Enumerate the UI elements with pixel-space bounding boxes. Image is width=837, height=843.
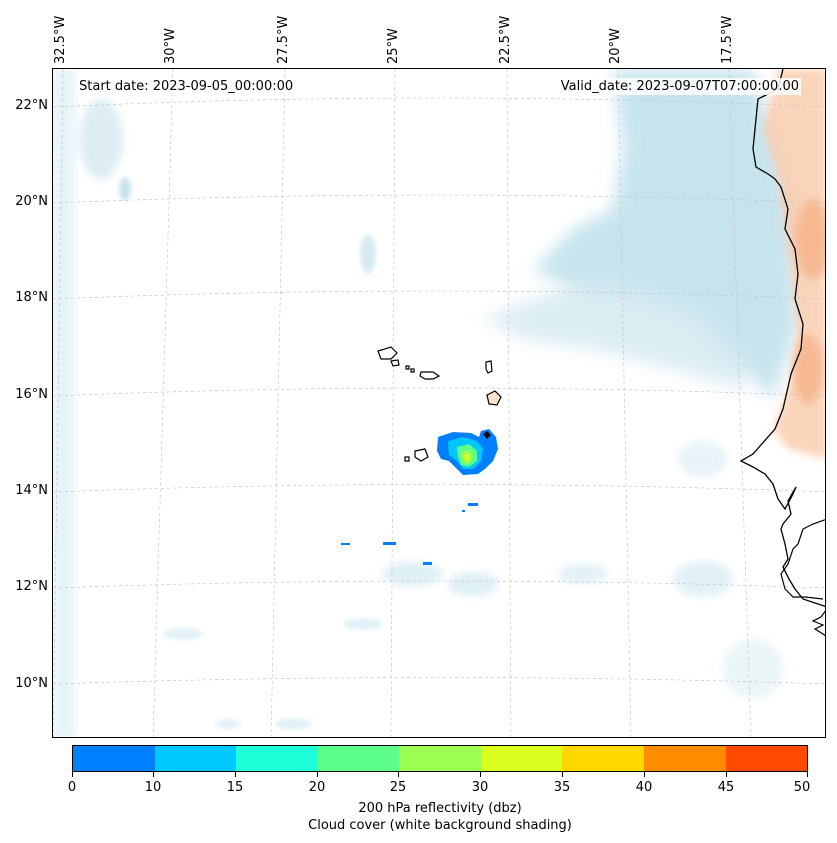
lat-label-10n: 10°N (15, 676, 48, 691)
colorbar-tickmark (235, 772, 236, 777)
colorbar-segment-45-50 (725, 746, 808, 771)
cloud-cover-shading (53, 69, 798, 737)
colorbar-tickmark (562, 772, 563, 777)
lon-label-22-5w: 22.5°W (498, 15, 513, 64)
lat-label-20n: 20°N (15, 194, 48, 209)
map-canvas (53, 69, 825, 737)
colorbar-tick-30: 30 (471, 780, 489, 795)
colorbar-segment-20-25 (317, 746, 400, 771)
lat-label-16n: 16°N (15, 387, 48, 402)
colorbar-tickmark (317, 772, 318, 777)
colorbar-tick-50: 50 (793, 780, 811, 795)
lon-label-30w: 30°W (163, 28, 178, 64)
colorbar-tick-40: 40 (635, 780, 653, 795)
colorbar-tickmark (726, 772, 727, 777)
colorbar-tickmark (398, 772, 399, 777)
lon-label-25w: 25°W (386, 28, 401, 64)
colorbar-segment-25-30 (399, 746, 481, 771)
colorbar-segment-15-20 (236, 746, 318, 771)
colorbar-tick-20: 20 (308, 780, 326, 795)
reflectivity-cells (341, 429, 498, 565)
colorbar-segment-40-45 (643, 746, 726, 771)
gridlines (53, 69, 825, 737)
valid-date-label: Valid_date: 2023-09-07T07:00:00.00 (558, 78, 801, 95)
colorbar-tick-0: 0 (67, 780, 77, 795)
map-frame: Start date: 2023-09-05_00:00:00 Valid_da… (52, 68, 826, 738)
lat-label-14n: 14°N (15, 483, 48, 498)
colorbar-tickmark (480, 772, 481, 777)
colorbar-tickmark (153, 772, 154, 777)
lon-label-27-5w: 27.5°W (276, 15, 291, 64)
lat-label-18n: 18°N (15, 290, 48, 305)
africa-coastline (739, 69, 825, 608)
colorbar-segment-30-35 (480, 746, 563, 771)
lat-label-22n: 22°N (15, 98, 48, 113)
colorbar-tick-25: 25 (389, 780, 407, 795)
lat-label-12n: 12°N (15, 579, 48, 594)
cape-verde-islands (377, 346, 502, 462)
reflectivity-colorbar (72, 745, 808, 772)
colorbar-tick-15: 15 (226, 780, 244, 795)
colorbar-tick-35: 35 (553, 780, 571, 795)
lon-label-32-5w: 32.5°W (53, 15, 68, 64)
colorbar-tickmark (644, 772, 645, 777)
colorbar-segment-10-15 (154, 746, 237, 771)
lon-label-17-5w: 17.5°W (720, 15, 735, 64)
colorbar-tick-45: 45 (717, 780, 735, 795)
colorbar-label-reflectivity: 200 hPa reflectivity (dbz) (358, 801, 522, 816)
guinea-bissau-coast (811, 610, 825, 637)
lon-label-20w: 20°W (608, 28, 623, 64)
colorbar-label-cloud: Cloud cover (white background shading) (308, 818, 572, 833)
start-date-label: Start date: 2023-09-05_00:00:00 (77, 78, 296, 95)
colorbar-tickmark (807, 772, 808, 777)
colorbar-tickmark (72, 772, 73, 777)
colorbar-segment-35-40 (562, 746, 644, 771)
colorbar-tick-10: 10 (144, 780, 162, 795)
africa-coastline-south (780, 519, 825, 600)
colorbar-segment-0-10 (73, 746, 155, 771)
